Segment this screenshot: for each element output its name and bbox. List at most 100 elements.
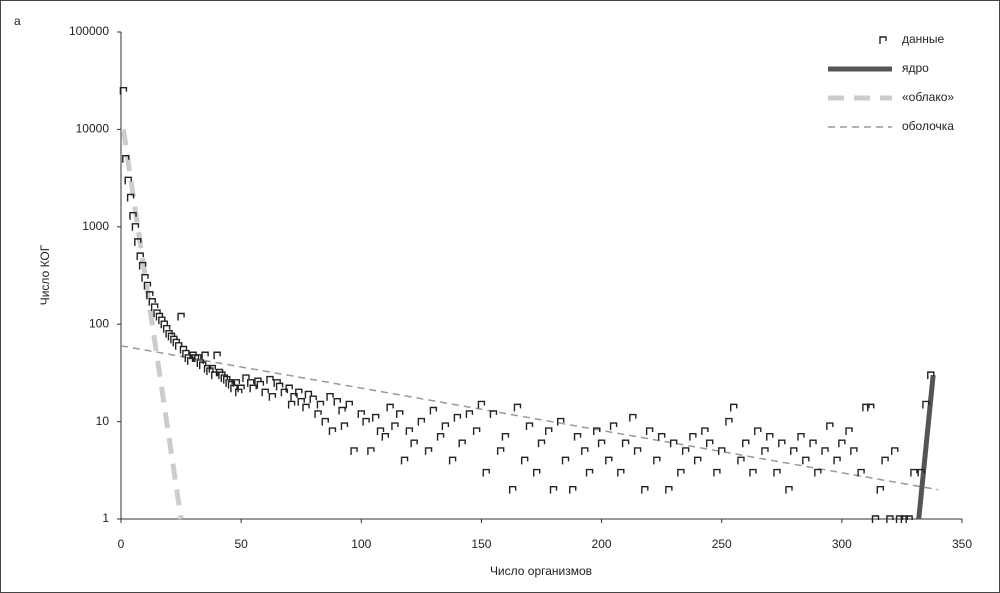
data-point bbox=[448, 456, 457, 465]
data-point bbox=[261, 388, 269, 397]
data-point bbox=[472, 427, 481, 436]
data-point bbox=[537, 439, 546, 448]
data-point bbox=[184, 354, 192, 362]
data-point bbox=[917, 468, 925, 477]
data-point bbox=[134, 238, 142, 246]
data-point bbox=[266, 375, 274, 384]
data-point bbox=[285, 384, 293, 393]
data-point bbox=[227, 380, 236, 389]
data-point bbox=[569, 485, 577, 494]
data-point bbox=[119, 86, 128, 95]
data-point bbox=[549, 485, 558, 494]
data-point bbox=[605, 456, 613, 465]
data-point bbox=[237, 384, 245, 393]
x-tick-label: 200 bbox=[592, 537, 612, 551]
data-point bbox=[838, 439, 846, 448]
data-point bbox=[211, 371, 219, 380]
x-tick-label: 350 bbox=[952, 537, 972, 551]
data-point bbox=[155, 312, 164, 321]
data-point bbox=[429, 406, 438, 415]
data-point bbox=[905, 515, 913, 523]
data-point bbox=[927, 371, 935, 380]
data-point bbox=[790, 447, 798, 455]
data-point bbox=[174, 342, 183, 350]
data-point bbox=[194, 354, 202, 362]
data-point bbox=[304, 390, 313, 399]
data-point bbox=[249, 384, 257, 393]
data-point bbox=[338, 406, 346, 415]
data-point bbox=[223, 375, 231, 384]
data-point bbox=[350, 447, 358, 455]
data-point bbox=[148, 298, 156, 306]
data-point bbox=[280, 388, 289, 397]
data-point bbox=[508, 485, 517, 494]
data-point bbox=[693, 456, 702, 465]
data-point bbox=[629, 413, 637, 422]
legend-label: данные bbox=[902, 32, 945, 46]
legend-label: «облако» bbox=[902, 90, 954, 104]
data-point bbox=[150, 303, 159, 312]
data-point bbox=[162, 324, 171, 333]
data-point bbox=[273, 379, 281, 387]
y-tick-label: 100000 bbox=[69, 24, 109, 38]
data-point bbox=[165, 329, 173, 338]
series-line bbox=[120, 345, 939, 491]
x-tick-label: 250 bbox=[712, 537, 732, 551]
data-point bbox=[621, 439, 630, 448]
panel-label: а bbox=[14, 14, 21, 28]
data-point bbox=[131, 223, 140, 231]
data-point bbox=[453, 413, 462, 422]
data-point bbox=[489, 410, 498, 418]
data-point bbox=[482, 468, 490, 477]
data-point bbox=[247, 379, 255, 387]
data-point bbox=[328, 427, 337, 436]
data-point bbox=[802, 456, 810, 465]
data-point bbox=[609, 422, 618, 431]
data-point bbox=[597, 439, 606, 448]
data-point bbox=[749, 468, 757, 477]
data-point bbox=[367, 447, 375, 455]
data-point bbox=[809, 439, 817, 448]
data-point bbox=[657, 432, 666, 441]
x-axis-label: Число организмов bbox=[490, 564, 592, 578]
data-point bbox=[585, 468, 594, 477]
data-point bbox=[232, 379, 241, 387]
data-point bbox=[417, 417, 426, 426]
data-point bbox=[254, 377, 262, 386]
data-point bbox=[778, 439, 786, 448]
y-tick-label: 100 bbox=[89, 316, 109, 330]
data-point bbox=[910, 468, 918, 477]
data-point bbox=[557, 417, 565, 426]
data-point bbox=[681, 447, 690, 455]
data-point bbox=[886, 515, 894, 523]
data-point bbox=[436, 432, 445, 441]
data-point bbox=[862, 403, 870, 412]
data-point bbox=[314, 410, 322, 418]
data-point bbox=[170, 335, 178, 344]
data-point bbox=[761, 447, 769, 455]
data-point bbox=[525, 422, 534, 431]
data-point bbox=[785, 485, 793, 494]
data-point bbox=[136, 252, 144, 261]
data-point bbox=[124, 176, 132, 185]
data-point bbox=[275, 382, 284, 391]
data-point bbox=[153, 309, 161, 318]
data-point bbox=[545, 427, 553, 436]
data-point bbox=[742, 439, 750, 448]
data-point bbox=[866, 403, 875, 412]
data-point bbox=[400, 456, 409, 465]
data-point bbox=[520, 456, 529, 465]
data-point bbox=[396, 410, 404, 418]
data-point bbox=[496, 447, 505, 455]
data-point bbox=[215, 368, 224, 377]
data-point bbox=[143, 281, 152, 290]
y-tick-label: 1000 bbox=[82, 219, 109, 233]
data-point bbox=[573, 432, 582, 441]
data-point bbox=[922, 400, 930, 409]
data-point bbox=[581, 447, 589, 455]
data-point bbox=[391, 422, 399, 431]
data-point bbox=[773, 468, 781, 477]
data-point bbox=[208, 364, 217, 373]
data-point bbox=[701, 427, 709, 436]
data-point bbox=[340, 422, 349, 431]
